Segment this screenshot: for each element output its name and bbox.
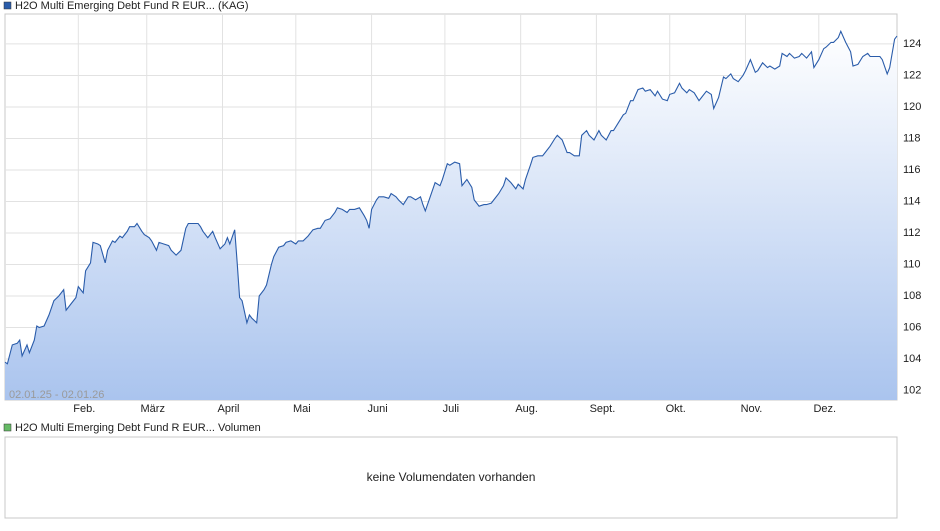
y-tick-label: 122 xyxy=(903,69,921,81)
x-tick-label: Dez. xyxy=(813,403,836,415)
x-tick-label: März xyxy=(141,403,165,415)
x-tick-label: Okt. xyxy=(666,403,686,415)
legend-swatch xyxy=(3,1,12,10)
x-tick-label: Mai xyxy=(293,403,311,415)
date-range: 02.01.25 - 02.01.26 xyxy=(9,389,104,401)
volume-frame xyxy=(4,436,898,519)
chart-title: H2O Multi Emerging Debt Fund R EUR... Vo… xyxy=(15,422,261,434)
x-tick-label: Nov. xyxy=(741,403,763,415)
x-tick-label: Sept. xyxy=(590,403,616,415)
price-line xyxy=(4,29,898,365)
y-tick-label: 102 xyxy=(903,384,921,396)
y-tick-label: 114 xyxy=(903,195,921,207)
x-tick-label: Aug. xyxy=(515,403,538,415)
y-tick-label: 116 xyxy=(903,164,921,176)
y-tick-label: 124 xyxy=(903,38,921,50)
x-tick-label: Juli xyxy=(443,403,460,415)
legend-swatch xyxy=(3,423,12,432)
x-tick-label: April xyxy=(217,403,239,415)
chart-title: H2O Multi Emerging Debt Fund R EUR... (K… xyxy=(15,0,249,12)
y-tick-label: 118 xyxy=(903,132,921,144)
y-tick-label: 108 xyxy=(903,290,921,302)
price-area xyxy=(5,31,897,401)
y-tick-label: 112 xyxy=(903,227,921,239)
empty-message: keine Volumendaten vorhanden xyxy=(367,470,536,484)
x-tick-label: Feb. xyxy=(73,403,95,415)
y-tick-label: 104 xyxy=(903,353,921,365)
x-tick-label: Juni xyxy=(367,403,387,415)
y-tick-label: 110 xyxy=(903,258,921,270)
y-tick-label: 106 xyxy=(903,321,921,333)
y-tick-label: 120 xyxy=(903,101,921,113)
